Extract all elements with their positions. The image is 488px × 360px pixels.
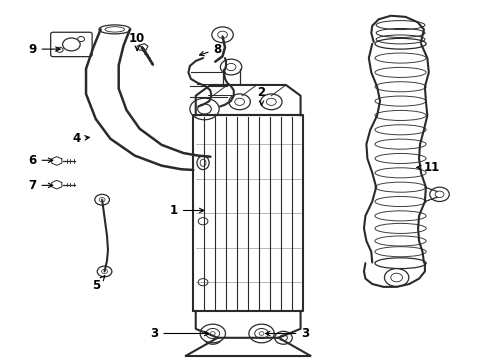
Text: 1: 1 bbox=[169, 204, 203, 217]
Circle shape bbox=[56, 47, 63, 52]
Circle shape bbox=[198, 157, 207, 164]
Text: 2: 2 bbox=[257, 86, 265, 105]
Circle shape bbox=[254, 328, 268, 338]
Text: 7: 7 bbox=[28, 179, 53, 192]
Circle shape bbox=[228, 94, 250, 110]
Circle shape bbox=[274, 331, 292, 344]
Circle shape bbox=[429, 187, 448, 202]
Text: 6: 6 bbox=[28, 154, 53, 167]
Circle shape bbox=[266, 98, 276, 105]
Circle shape bbox=[217, 31, 227, 39]
Circle shape bbox=[200, 324, 225, 343]
Circle shape bbox=[205, 328, 219, 338]
Circle shape bbox=[95, 194, 109, 205]
Text: 11: 11 bbox=[416, 161, 440, 174]
Text: 3: 3 bbox=[150, 327, 208, 340]
Text: 5: 5 bbox=[91, 276, 104, 292]
Ellipse shape bbox=[105, 27, 124, 32]
Text: 3: 3 bbox=[265, 327, 309, 340]
Circle shape bbox=[434, 191, 443, 198]
Circle shape bbox=[189, 98, 219, 120]
Ellipse shape bbox=[374, 258, 425, 269]
Ellipse shape bbox=[374, 39, 425, 49]
Circle shape bbox=[210, 332, 215, 335]
Text: 8: 8 bbox=[199, 42, 222, 56]
Circle shape bbox=[390, 273, 402, 282]
Text: 4: 4 bbox=[72, 132, 89, 145]
Circle shape bbox=[198, 279, 207, 286]
Circle shape bbox=[208, 335, 216, 341]
Circle shape bbox=[279, 335, 287, 341]
Circle shape bbox=[234, 98, 244, 105]
Circle shape bbox=[99, 198, 105, 202]
Circle shape bbox=[248, 324, 274, 343]
Ellipse shape bbox=[99, 25, 130, 34]
Circle shape bbox=[203, 331, 221, 344]
FancyBboxPatch shape bbox=[51, 32, 92, 57]
Circle shape bbox=[78, 37, 84, 41]
Text: 9: 9 bbox=[28, 42, 60, 55]
Ellipse shape bbox=[200, 159, 205, 166]
Circle shape bbox=[198, 218, 207, 225]
Circle shape bbox=[260, 94, 282, 110]
Circle shape bbox=[197, 104, 211, 114]
Circle shape bbox=[384, 269, 408, 287]
Circle shape bbox=[97, 266, 112, 277]
Circle shape bbox=[102, 269, 107, 274]
Text: 10: 10 bbox=[129, 32, 145, 51]
Circle shape bbox=[62, 38, 80, 51]
Ellipse shape bbox=[197, 156, 209, 170]
Circle shape bbox=[220, 59, 242, 75]
Circle shape bbox=[211, 27, 233, 42]
Circle shape bbox=[259, 332, 264, 335]
Circle shape bbox=[226, 63, 236, 71]
